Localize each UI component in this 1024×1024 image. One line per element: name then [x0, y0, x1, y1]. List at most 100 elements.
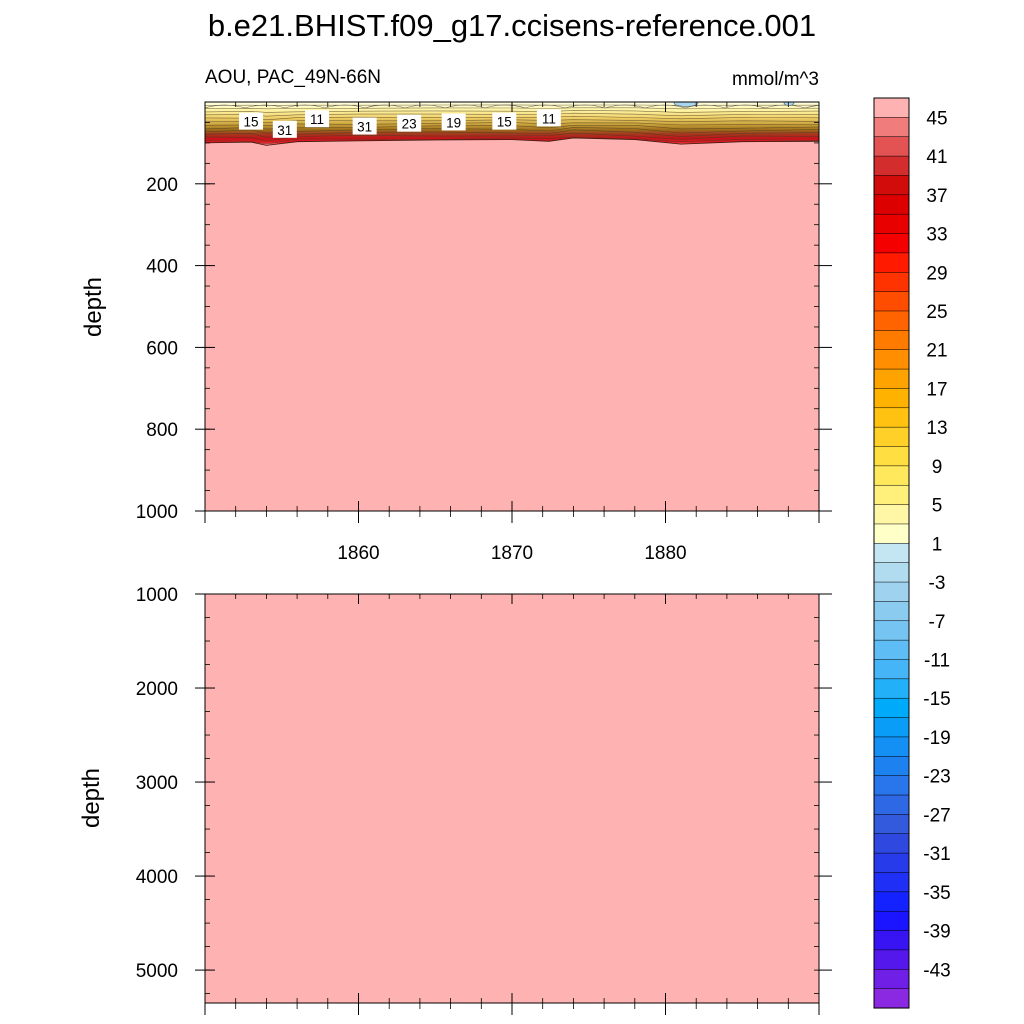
colorbar-label: -19	[923, 728, 950, 749]
colorbar-swatch	[873, 213, 910, 235]
colorbar-swatch	[873, 833, 910, 854]
upper-panel: 15 31 11 31 23 19 15 11 200 400 600 800 1000 1860 187…	[80, 67, 832, 564]
colorbar-swatch	[873, 852, 910, 874]
negative-aou-patch	[673, 102, 699, 107]
colorbar-swatch	[873, 407, 910, 428]
colorbar-swatch	[873, 717, 910, 738]
contour-label: 31	[272, 120, 297, 138]
colorbar-label: 33	[926, 225, 947, 246]
x-tick-label: 1870	[491, 543, 533, 564]
contour-line	[205, 104, 819, 109]
y-tick-label: 2000	[136, 679, 178, 700]
lower-panel: 1000 2000 3000 4000 5000 depth	[78, 585, 832, 1015]
y-tick-label: 3000	[136, 773, 178, 794]
colorbar-label: -7	[929, 612, 946, 633]
contour-label: 23	[397, 114, 422, 132]
colorbar-swatch	[873, 233, 910, 254]
colorbar-label: 17	[926, 379, 947, 400]
colorbar-swatch	[873, 310, 910, 331]
colorbar-swatch	[873, 252, 910, 273]
colorbar-swatch	[873, 872, 910, 893]
svg-text:15: 15	[497, 115, 512, 130]
colorbar-swatch	[873, 136, 910, 157]
y-tick-label: 1000	[136, 502, 178, 523]
colorbar-label: -23	[923, 767, 950, 788]
colorbar-swatch	[873, 117, 910, 138]
y-tick-label: 600	[146, 338, 178, 359]
colorbar-swatch	[873, 639, 910, 661]
colorbar-swatch	[873, 388, 910, 409]
colorbar-label: 29	[926, 263, 947, 284]
colorbar-label: -27	[923, 805, 950, 826]
colorbar-label: -15	[923, 689, 950, 710]
colorbar-swatch	[873, 175, 910, 196]
colorbar-swatch	[873, 446, 910, 467]
colorbar-swatch	[873, 465, 910, 486]
upper-right-string: mmol/m^3	[732, 69, 819, 90]
colorbar-swatch	[873, 272, 910, 293]
colorbar-swatch	[873, 756, 910, 777]
colorbar-swatch	[873, 330, 910, 351]
colorbar-swatch	[873, 155, 910, 176]
colorbar-swatch	[873, 910, 910, 932]
colorbar-label: 9	[932, 457, 943, 478]
colorbar-swatch	[873, 988, 910, 1009]
colorbar-label: 41	[926, 147, 947, 168]
colorbar-swatch	[873, 523, 910, 544]
colorbar-label: -39	[923, 922, 950, 943]
contour-label: 11	[536, 109, 561, 127]
colorbar-label: 1	[932, 534, 943, 555]
y-tick-label: 5000	[136, 961, 178, 982]
x-tick-label: 1880	[644, 543, 686, 564]
contour-line	[205, 132, 819, 142]
colorbar-label: 13	[926, 418, 947, 439]
y-tick-label: 4000	[136, 867, 178, 888]
colorbar-swatch	[873, 368, 910, 389]
y-tick-label: 1000	[136, 585, 178, 606]
upper-y-axis-label: depth	[80, 277, 107, 337]
contour-labels: 15 31 11 31 23 19 15 11	[239, 109, 561, 138]
colorbar-swatch	[873, 659, 910, 680]
contour-line	[205, 136, 819, 145]
svg-text:31: 31	[357, 120, 372, 135]
colorbar-swatch	[873, 349, 910, 370]
colorbar-swatch	[873, 620, 910, 641]
colorbar-label: -3	[929, 573, 946, 594]
contour-line	[205, 129, 819, 138]
colorbar-swatch	[873, 930, 910, 951]
colorbar-swatch	[873, 736, 910, 757]
colorbar-swatch	[873, 504, 910, 525]
colorbar-label: -31	[923, 844, 950, 865]
lower-plot-background	[205, 594, 819, 1003]
colorbar-swatch	[873, 601, 910, 622]
colorbar-swatch	[873, 543, 910, 564]
upper-ticks: 200 400 600 800 1000 1860 1870 1880	[136, 101, 832, 564]
colorbar-swatch	[873, 794, 910, 815]
colorbar-swatch	[873, 697, 910, 719]
upper-left-string: AOU, PAC_49N-66N	[205, 67, 381, 88]
colorbar-label: 21	[926, 341, 947, 362]
colorbar-swatch	[873, 775, 910, 796]
y-tick-label: 800	[146, 420, 178, 441]
contour-label: 19	[441, 113, 466, 131]
colorbar-swatch	[873, 426, 910, 448]
colorbar-swatch	[873, 814, 910, 835]
main-title: b.e21.BHIST.f09_g17.ccisens-reference.00…	[208, 8, 816, 43]
colorbar-frame	[873, 97, 910, 1009]
colorbar-swatch	[873, 291, 910, 312]
colorbar-swatch	[873, 949, 910, 970]
lower-y-axis-label: depth	[78, 768, 105, 828]
contour-label: 11	[305, 110, 330, 128]
svg-text:23: 23	[402, 117, 417, 132]
colorbar-label: 5	[932, 496, 943, 517]
contour-label: 15	[492, 112, 517, 130]
colorbar-swatch	[873, 581, 910, 602]
svg-text:15: 15	[244, 115, 259, 130]
colorbar-swatch	[873, 969, 910, 990]
lower-ticks: 1000 2000 3000 4000 5000	[136, 585, 832, 1015]
svg-text:19: 19	[446, 115, 461, 130]
contour-line-base	[205, 137, 819, 146]
colorbar-label: 45	[926, 108, 947, 129]
colorbar-label: 37	[926, 186, 947, 207]
y-tick-label: 400	[146, 257, 178, 278]
